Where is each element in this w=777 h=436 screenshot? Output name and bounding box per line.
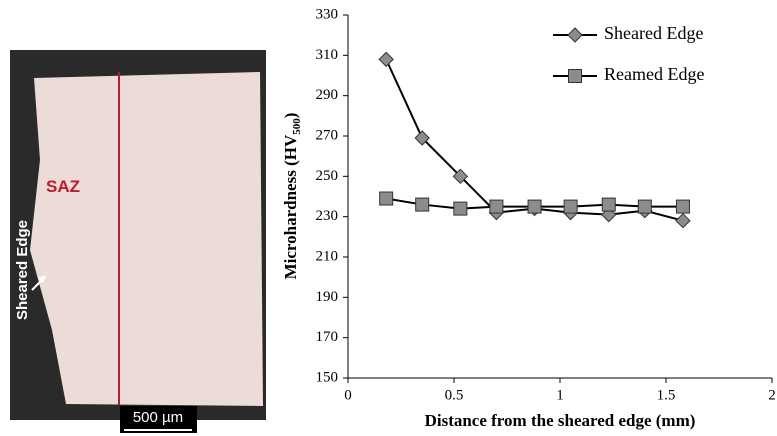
x-tick-label: 1 bbox=[556, 387, 564, 403]
y-tick-label: 310 bbox=[316, 47, 339, 63]
y-tick-label: 250 bbox=[316, 168, 339, 184]
edge-label: Sheared Edge bbox=[14, 220, 31, 320]
x-tick-label: 0.5 bbox=[445, 387, 464, 403]
y-tick-label: 270 bbox=[316, 127, 339, 143]
legend-label: Sheared Edge bbox=[604, 23, 703, 43]
marker-square bbox=[453, 201, 468, 216]
x-axis-title: Distance from the sheared edge (mm) bbox=[425, 411, 696, 430]
marker-diamond bbox=[414, 130, 430, 146]
x-tick-label: 1.5 bbox=[657, 387, 676, 403]
legend-marker bbox=[567, 27, 583, 43]
y-tick-label: 210 bbox=[316, 248, 339, 264]
marker-diamond bbox=[452, 168, 469, 185]
marker-square bbox=[675, 199, 690, 214]
marker-square bbox=[637, 199, 652, 214]
region-label: SAZ bbox=[46, 177, 80, 196]
chart: Distance from the sheared edge (mm) Micr… bbox=[281, 6, 776, 429]
marker-square bbox=[415, 197, 430, 212]
x-tick-label: 0 bbox=[344, 387, 352, 403]
marker-diamond bbox=[378, 51, 394, 68]
specimen bbox=[30, 72, 263, 406]
x-tick-label: 2 bbox=[768, 387, 776, 403]
y-tick-label: 330 bbox=[316, 6, 339, 22]
micrograph: SAZ Sheared Edge 500 µm bbox=[10, 50, 266, 433]
marker-diamond bbox=[675, 212, 691, 229]
marker-square bbox=[379, 191, 394, 206]
marker-square bbox=[601, 197, 616, 212]
y-title-close: ) bbox=[281, 113, 300, 119]
y-title-sub: 500 bbox=[291, 118, 303, 135]
scale-bar-box bbox=[120, 406, 197, 433]
y-tick-label: 150 bbox=[316, 369, 339, 385]
y-tick-label: 190 bbox=[316, 289, 339, 305]
marker-square bbox=[527, 199, 542, 214]
y-axis-title: Microhardness (HV500) bbox=[281, 113, 303, 280]
scale-bar-label: 500 µm bbox=[133, 409, 183, 426]
y-tick-label: 230 bbox=[316, 208, 339, 224]
marker-square bbox=[489, 199, 504, 214]
y-title-text: Microhardness (HV bbox=[281, 134, 300, 279]
y-tick-label: 290 bbox=[316, 87, 339, 103]
legend-marker bbox=[568, 69, 582, 83]
y-tick-label: 170 bbox=[316, 329, 339, 345]
legend-label: Reamed Edge bbox=[604, 64, 704, 84]
arrow-head bbox=[38, 275, 46, 283]
marker-square bbox=[563, 199, 578, 214]
